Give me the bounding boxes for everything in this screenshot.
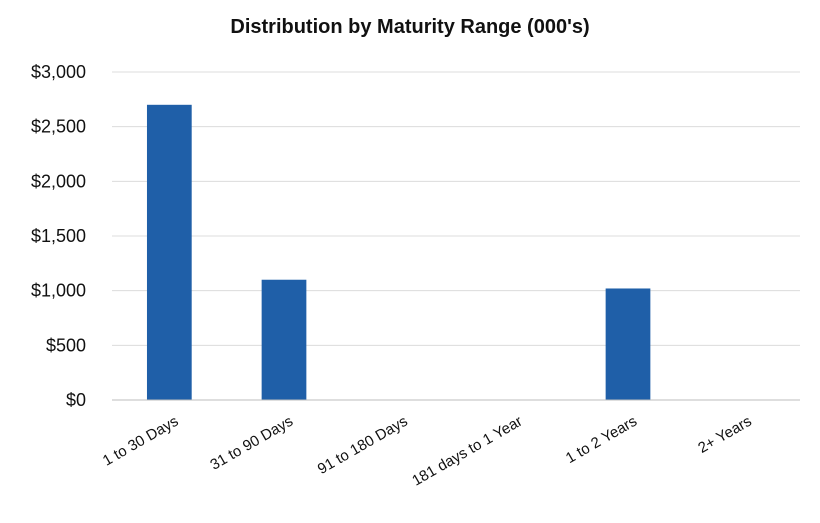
bar [261, 279, 307, 400]
y-tick-label: $2,500 [31, 117, 86, 137]
chart-title: Distribution by Maturity Range (000's) [230, 16, 589, 38]
x-tick-label: 2+ Years [695, 413, 754, 457]
x-tick-label: 1 to 30 Days [100, 413, 181, 470]
y-axis-tick-labels: $0 $500 $1,000 $1,500 $2,000 $2,500 $3,000 [31, 62, 86, 410]
x-tick-label: 181 days to 1 Year [409, 413, 525, 490]
y-tick-label: $500 [46, 335, 86, 355]
bar [605, 288, 651, 400]
y-tick-label: $2,000 [31, 171, 86, 191]
bars [146, 104, 651, 401]
y-tick-label: $1,500 [31, 226, 86, 246]
x-tick-label: 1 to 2 Years [563, 413, 640, 467]
x-axis-tick-labels: 1 to 30 Days 31 to 90 Days 91 to 180 Days1… [100, 413, 755, 490]
bar [146, 104, 192, 401]
y-tick-label: $3,000 [31, 62, 86, 82]
y-tick-label: $0 [66, 390, 86, 410]
y-tick-label: $1,000 [31, 281, 86, 301]
gridlines [112, 71, 800, 346]
x-tick-label: 31 to 90 Days [207, 413, 296, 474]
x-tick-label: 91 to 180 Days [315, 413, 411, 478]
